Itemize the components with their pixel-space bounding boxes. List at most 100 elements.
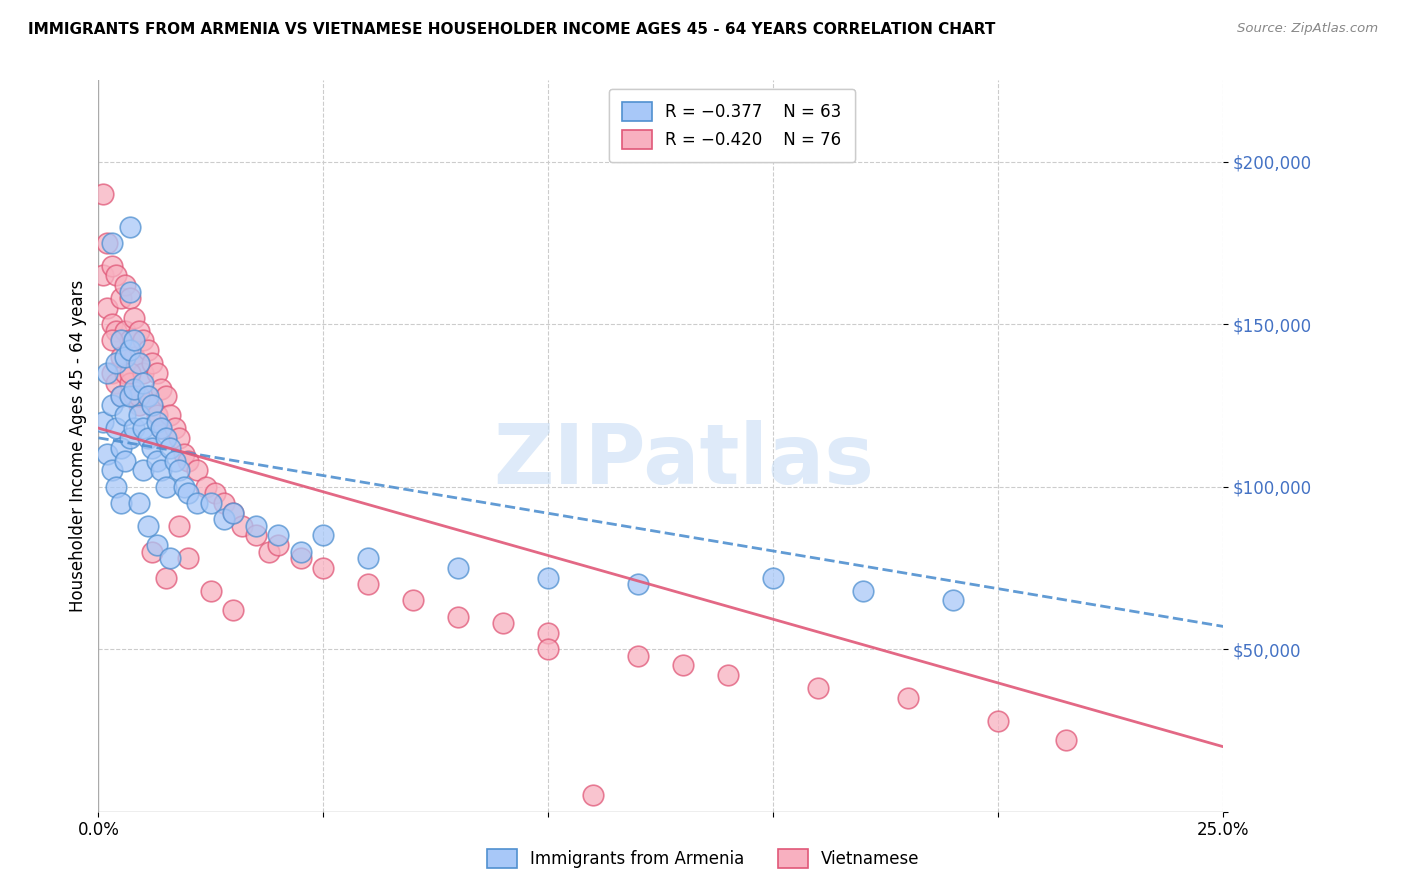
Point <box>124 382 146 396</box>
Point <box>118 389 141 403</box>
Point <box>222 506 245 520</box>
Point <box>101 317 124 331</box>
Legend: Immigrants from Armenia, Vietnamese: Immigrants from Armenia, Vietnamese <box>479 842 927 875</box>
Point <box>110 441 132 455</box>
Point <box>186 463 208 477</box>
Point <box>96 301 118 315</box>
Point <box>136 389 159 403</box>
Point <box>128 408 150 422</box>
Point <box>91 187 114 202</box>
Point <box>114 408 136 422</box>
Point <box>231 518 253 533</box>
Point <box>177 551 200 566</box>
Point <box>136 518 159 533</box>
Point <box>110 350 132 364</box>
Point <box>807 681 830 696</box>
Point <box>537 626 560 640</box>
Point <box>128 398 150 412</box>
Point <box>136 389 159 403</box>
Point <box>101 259 124 273</box>
Point <box>173 480 195 494</box>
Point <box>118 291 141 305</box>
Point <box>118 219 141 234</box>
Point <box>672 658 695 673</box>
Point <box>101 366 124 380</box>
Point <box>159 551 181 566</box>
Point <box>447 561 470 575</box>
Point <box>146 538 169 552</box>
Point <box>118 431 141 445</box>
Point <box>245 528 267 542</box>
Point <box>105 421 128 435</box>
Point <box>163 421 186 435</box>
Point <box>101 235 124 250</box>
Point <box>169 463 191 477</box>
Point <box>96 366 118 380</box>
Point <box>357 551 380 566</box>
Point <box>214 512 236 526</box>
Point <box>312 561 335 575</box>
Point <box>118 285 141 299</box>
Point <box>124 389 146 403</box>
Point <box>159 408 181 422</box>
Point <box>114 366 136 380</box>
Point <box>155 389 177 403</box>
Point <box>110 334 132 348</box>
Point <box>357 577 380 591</box>
Point <box>114 324 136 338</box>
Point <box>118 334 141 348</box>
Point <box>128 324 150 338</box>
Point <box>118 376 141 390</box>
Point <box>717 668 740 682</box>
Point <box>150 463 173 477</box>
Legend: R = −0.377    N = 63, R = −0.420    N = 76: R = −0.377 N = 63, R = −0.420 N = 76 <box>609 88 855 162</box>
Point <box>267 538 290 552</box>
Point <box>897 690 920 705</box>
Point <box>447 609 470 624</box>
Point <box>402 593 425 607</box>
Point <box>537 571 560 585</box>
Point <box>110 389 132 403</box>
Y-axis label: Householder Income Ages 45 - 64 years: Householder Income Ages 45 - 64 years <box>69 280 87 612</box>
Point <box>118 366 141 380</box>
Point <box>177 453 200 467</box>
Point <box>114 350 136 364</box>
Point <box>132 463 155 477</box>
Point <box>124 334 146 348</box>
Point <box>150 421 173 435</box>
Point <box>96 235 118 250</box>
Point <box>537 642 560 657</box>
Point <box>91 415 114 429</box>
Point <box>259 544 281 558</box>
Point <box>96 447 118 461</box>
Point <box>110 291 132 305</box>
Point <box>114 278 136 293</box>
Point <box>124 421 146 435</box>
Point <box>942 593 965 607</box>
Point <box>132 334 155 348</box>
Point <box>267 528 290 542</box>
Point <box>110 389 132 403</box>
Point <box>141 356 163 370</box>
Point <box>159 441 181 455</box>
Point <box>101 334 124 348</box>
Point <box>146 415 169 429</box>
Point <box>132 421 155 435</box>
Point <box>105 376 128 390</box>
Point <box>105 356 128 370</box>
Point <box>222 603 245 617</box>
Point <box>627 577 650 591</box>
Point <box>155 431 177 445</box>
Point <box>132 366 155 380</box>
Point <box>132 376 155 390</box>
Point <box>169 431 191 445</box>
Text: IMMIGRANTS FROM ARMENIA VS VIETNAMESE HOUSEHOLDER INCOME AGES 45 - 64 YEARS CORR: IMMIGRANTS FROM ARMENIA VS VIETNAMESE HO… <box>28 22 995 37</box>
Point <box>136 343 159 357</box>
Point <box>146 408 169 422</box>
Point <box>492 616 515 631</box>
Point <box>124 310 146 325</box>
Point <box>163 453 186 467</box>
Point <box>124 350 146 364</box>
Point <box>128 356 150 370</box>
Point <box>195 480 218 494</box>
